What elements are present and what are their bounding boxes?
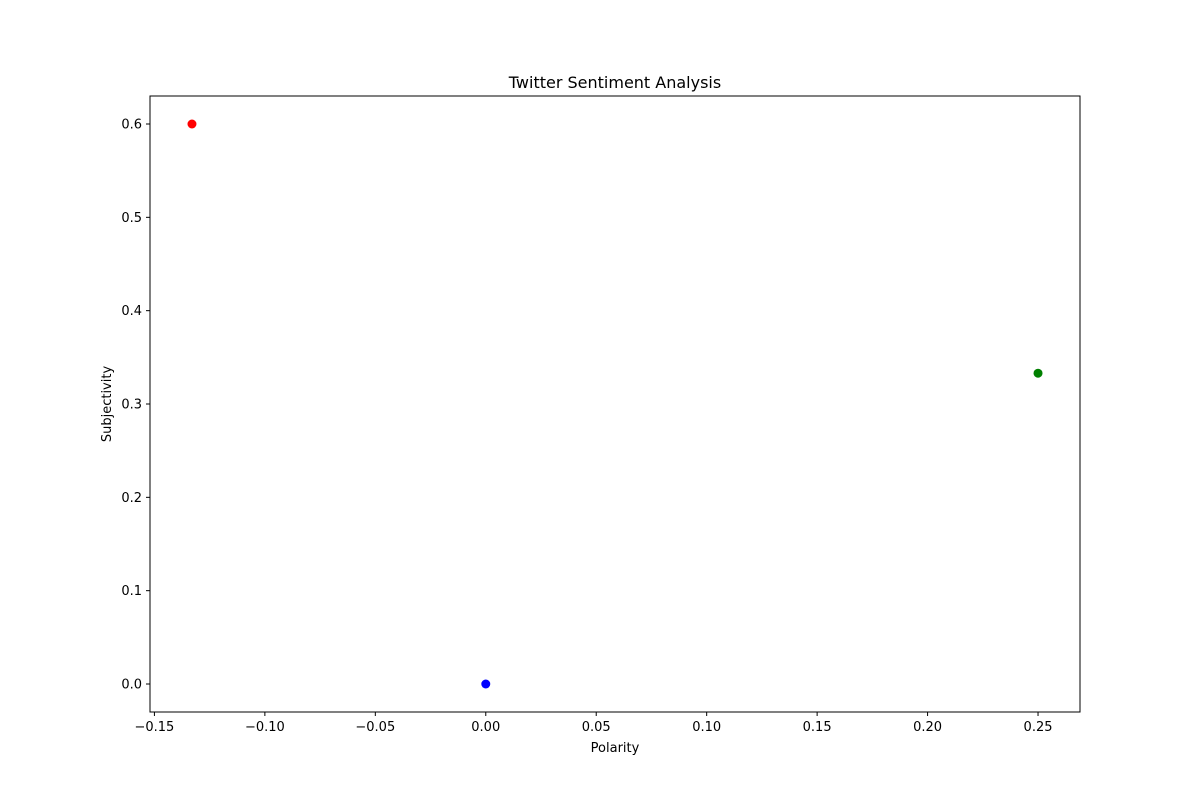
y-tick-label: 0.5 (121, 211, 142, 226)
x-tick-label: 0.20 (913, 720, 942, 735)
y-tick-label: 0.0 (121, 678, 142, 693)
data-point (481, 679, 491, 689)
y-axis-label: Subjectivity (100, 366, 115, 443)
y-tick-label: 0.4 (121, 304, 142, 319)
points-layer (187, 119, 1043, 689)
x-tick-label: −0.10 (245, 720, 285, 735)
y-tick-label: 0.3 (121, 398, 142, 413)
x-axis-label: Polarity (591, 741, 640, 756)
x-tick-label: 0.05 (582, 720, 611, 735)
x-axis-ticks: −0.15 −0.10 −0.05 0.00 0.05 0.10 0.15 0.20 0.25 (134, 712, 1053, 735)
data-point (187, 119, 197, 129)
x-tick-label: −0.15 (134, 720, 174, 735)
y-tick-label: 0.6 (121, 118, 142, 133)
y-tick-label: 0.2 (121, 491, 142, 506)
x-tick-label: 0.25 (1024, 720, 1053, 735)
x-tick-label: −0.05 (355, 720, 395, 735)
x-tick-label: 0.10 (692, 720, 721, 735)
data-point (1033, 368, 1043, 378)
y-axis-ticks: 0.0 0.1 0.2 0.3 0.4 0.5 0.6 (121, 118, 150, 693)
x-tick-label: 0.15 (803, 720, 832, 735)
x-tick-label: 0.00 (471, 720, 500, 735)
y-tick-label: 0.1 (121, 584, 142, 599)
chart-title: Twitter Sentiment Analysis (508, 73, 721, 92)
